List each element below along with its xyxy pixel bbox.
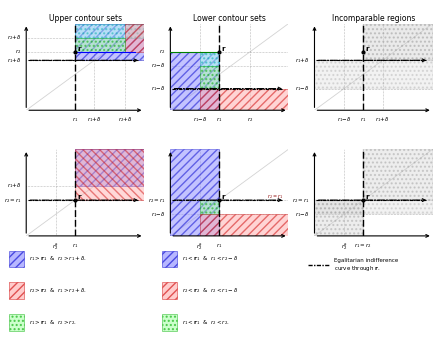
Bar [200,52,219,66]
Bar [9,314,24,331]
Bar [75,149,144,200]
Bar [75,24,144,38]
Text: $r_1{-}\delta$: $r_1{-}\delta$ [151,84,166,93]
Text: r: r [77,46,80,52]
Bar [363,24,433,60]
Bar [200,89,288,110]
Text: $r_1 < \mathbf{r}_1$  &  $r_2 < r_2.$: $r_1 < \mathbf{r}_1$ & $r_2 < r_2.$ [182,318,230,327]
Text: $r_1{-}\delta$: $r_1{-}\delta$ [193,116,207,124]
Title: Upper contour sets: Upper contour sets [49,14,122,23]
Bar [170,149,219,236]
Bar [75,24,144,60]
Text: $r_2{+}\delta$: $r_2{+}\delta$ [118,116,132,124]
Bar [9,250,24,268]
Bar [315,60,433,89]
Text: $r_1{=}r_2$: $r_1{=}r_2$ [354,241,372,250]
Text: $r_2{+}\delta$: $r_2{+}\delta$ [7,33,21,42]
Text: $r_1{-}\delta$: $r_1{-}\delta$ [151,210,166,219]
Text: r: r [221,46,225,52]
Text: $r_1{+}\delta$: $r_1{+}\delta$ [87,116,101,124]
Text: $r_2{=}r_1$: $r_2{=}r_1$ [267,192,284,201]
Title: Incomparable regions: Incomparable regions [332,14,415,23]
Text: $r_2^\delta$: $r_2^\delta$ [340,241,347,252]
Text: r: r [365,46,369,52]
Text: $r_2{-}\delta$: $r_2{-}\delta$ [151,62,166,70]
Text: $r_1$: $r_1$ [72,241,78,250]
Text: r: r [365,194,369,200]
Text: $r_1$: $r_1$ [216,241,222,250]
Bar [75,149,144,186]
Bar [125,24,144,52]
Text: $r_1{+}\delta$: $r_1{+}\delta$ [7,182,21,190]
Bar [170,52,219,110]
Text: $r_2$: $r_2$ [15,48,21,56]
Bar [200,214,288,236]
Bar [315,200,363,236]
Text: $r_2^\delta$: $r_2^\delta$ [52,241,59,252]
Bar [162,282,177,299]
Text: $r_1$: $r_1$ [216,116,222,124]
Text: $r_1{-}\delta$: $r_1{-}\delta$ [295,84,310,93]
Text: $r_2{=}r_1$: $r_2{=}r_1$ [148,196,166,205]
Text: $r_2$: $r_2$ [247,116,253,124]
Text: $r_1{-}\delta$: $r_1{-}\delta$ [337,116,351,124]
Text: $r_1$: $r_1$ [360,116,367,124]
Text: r: r [221,194,225,200]
Bar [162,314,177,331]
Text: $r_1 > \mathbf{r}_1$  &  $r_2 > r_1 + \delta.$: $r_1 > \mathbf{r}_1$ & $r_2 > r_1 + \del… [29,254,87,264]
Text: $r_2{=}r_1$: $r_2{=}r_1$ [292,196,310,205]
Text: $r_2 < \mathbf{r}_2$  &  $r_2 < r_1 - \delta$: $r_2 < \mathbf{r}_2$ & $r_2 < r_1 - \del… [182,286,239,295]
Title: Lower contour sets: Lower contour sets [193,14,266,23]
Text: $r_2$: $r_2$ [160,48,166,56]
Text: $r_1{+}\delta$: $r_1{+}\delta$ [295,56,310,65]
Text: $r_1{+}\delta$: $r_1{+}\delta$ [7,56,21,65]
Text: $r_1 < \mathbf{r}_1$  &  $r_1 < r_2 - \delta$: $r_1 < \mathbf{r}_1$ & $r_1 < r_2 - \del… [182,254,239,264]
Bar [363,149,433,200]
Text: $r_2 > \mathbf{r}_2$  &  $r_1 > r_2 + \delta.$: $r_2 > \mathbf{r}_2$ & $r_1 > r_2 + \del… [29,286,87,295]
Text: r: r [77,194,80,200]
Bar [9,282,24,299]
Bar [75,38,125,52]
Bar [200,66,219,89]
Text: $r_1$: $r_1$ [72,116,78,124]
Text: $r_1{-}\delta$: $r_1{-}\delta$ [295,210,310,219]
Text: $r_1{+}\delta$: $r_1{+}\delta$ [375,116,390,124]
Text: $r_2{=}r_1$: $r_2{=}r_1$ [3,196,21,205]
Text: $r_2^\delta$: $r_2^\delta$ [197,241,203,252]
Text: Egalitarian indifference
curve through $\mathbf{r}$.: Egalitarian indifference curve through $… [334,258,399,273]
Text: $r_1 > \mathbf{r}_1$  &  $r_2 > r_2.$: $r_1 > \mathbf{r}_1$ & $r_2 > r_2.$ [29,318,77,327]
Bar [315,200,433,214]
Bar [200,200,219,214]
Bar [162,250,177,268]
